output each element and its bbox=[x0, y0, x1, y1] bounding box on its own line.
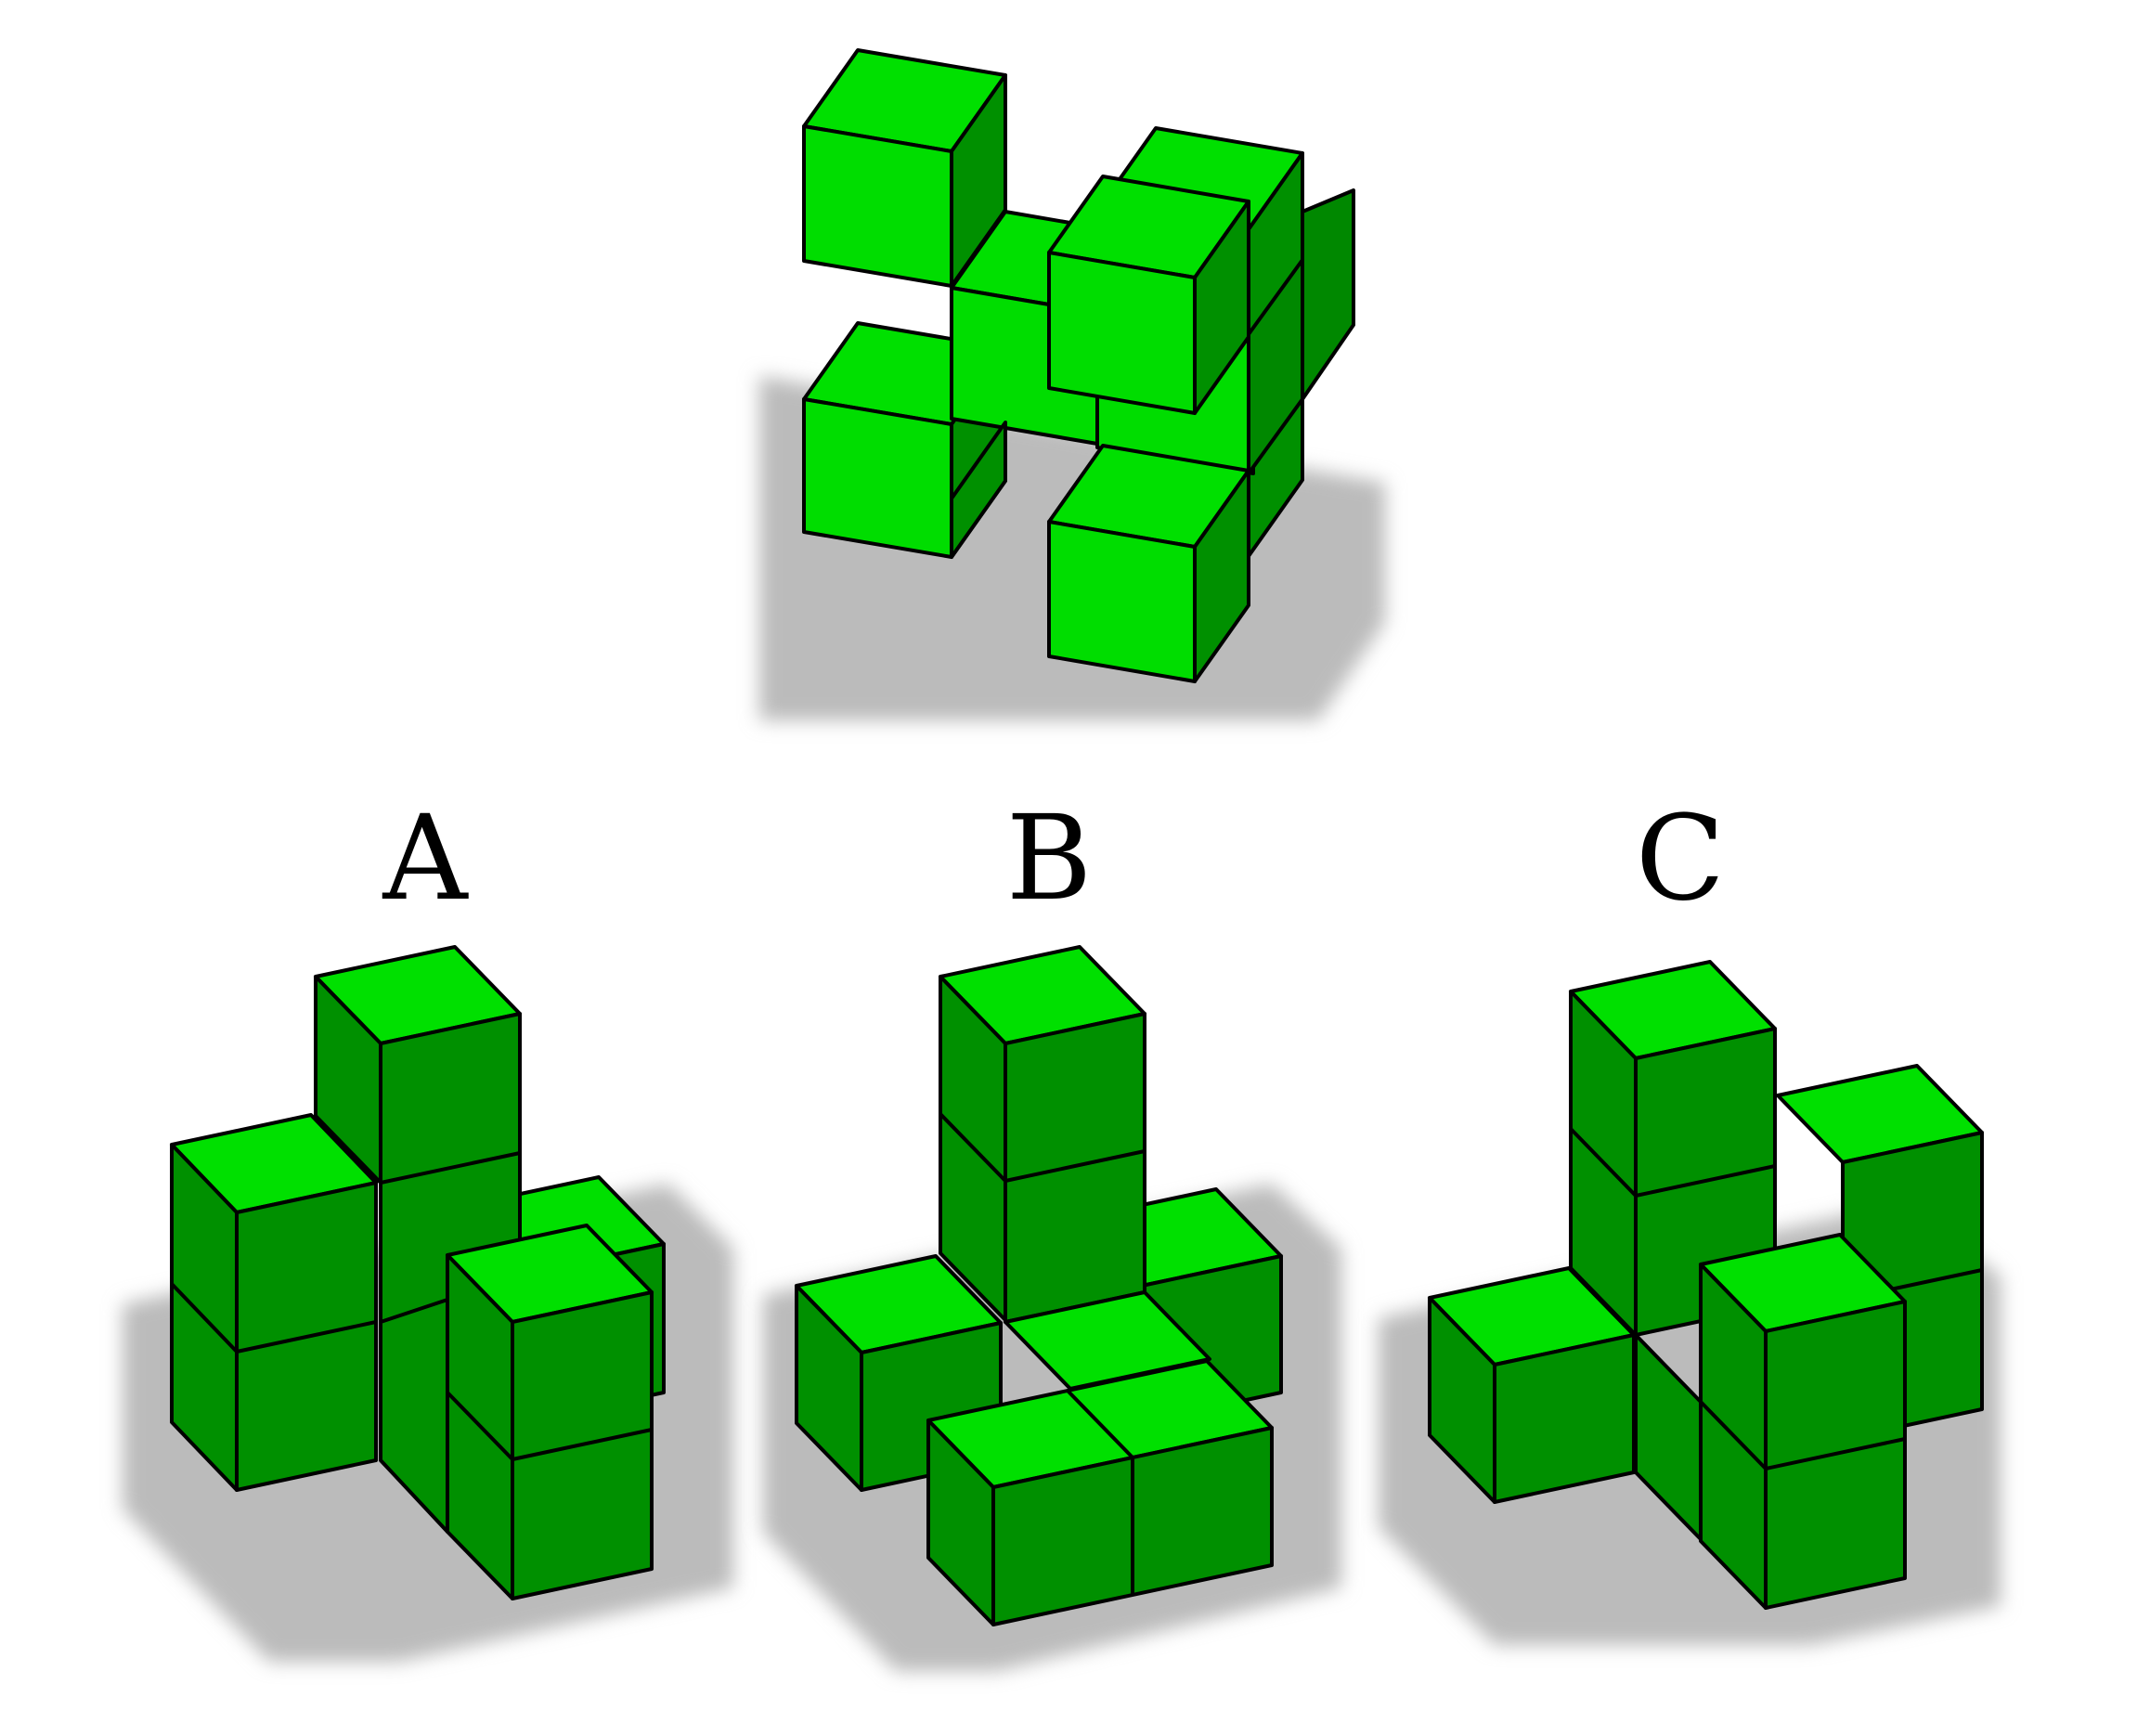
option-c-cube bbox=[1428, 1266, 1636, 1504]
option-b-cube bbox=[939, 945, 1146, 1324]
option-a-label: A bbox=[382, 790, 470, 926]
reference-cube bbox=[950, 421, 1007, 559]
option-c-label: C bbox=[1636, 790, 1725, 926]
option-b-figure: B bbox=[763, 790, 1341, 1671]
option-b-cube bbox=[795, 1254, 1003, 1492]
option-c-cube bbox=[1569, 960, 1777, 1337]
reference-cube bbox=[1047, 175, 1250, 415]
option-a-cube bbox=[170, 1113, 378, 1492]
option-c-cube bbox=[1699, 1233, 1907, 1610]
reference-figure bbox=[759, 48, 1385, 720]
option-b-cube bbox=[926, 1359, 1274, 1626]
option-b-label: B bbox=[1006, 790, 1093, 926]
reference-cube bbox=[802, 48, 1007, 288]
option-a-cube bbox=[446, 1224, 654, 1600]
option-a-figure: A bbox=[123, 790, 733, 1662]
option-c-figure: C bbox=[1379, 790, 2001, 1645]
option-a-cube bbox=[379, 1298, 449, 1534]
reference-cube bbox=[1047, 444, 1250, 683]
option-b-cube bbox=[1004, 1290, 1211, 1391]
reference-cube bbox=[1247, 188, 1355, 475]
